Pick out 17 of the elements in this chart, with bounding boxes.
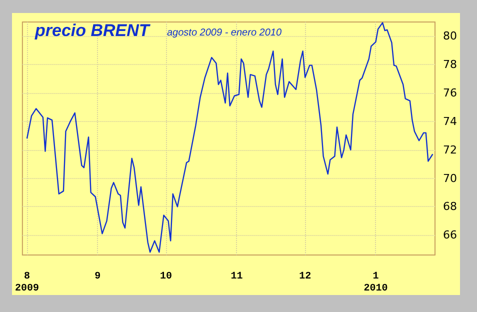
- x-tick-label: 10: [160, 272, 172, 282]
- y-tick-label: 76: [443, 86, 458, 100]
- y-tick-label: 72: [443, 143, 458, 156]
- y-tick-label: 80: [443, 30, 458, 43]
- x-tick-label: 11: [230, 272, 243, 282]
- chart-title: precio BRENT: [34, 21, 151, 40]
- y-tick-label: 66: [443, 228, 458, 242]
- line-series: [26, 22, 434, 253]
- y-tick-label: 74: [443, 114, 458, 128]
- y-tick-label: 68: [443, 200, 458, 214]
- text: agosto 2009 - enero 2010: [167, 28, 282, 38]
- x-tick-label: 1 2010: [364, 272, 388, 294]
- x-tick-label: 12: [299, 272, 312, 282]
- x-tick-label: 9: [94, 272, 101, 282]
- y-tick-label: 70: [443, 172, 458, 185]
- y-tick-label: 78: [443, 58, 458, 72]
- x-tick-label: 8 2009: [14, 272, 39, 294]
